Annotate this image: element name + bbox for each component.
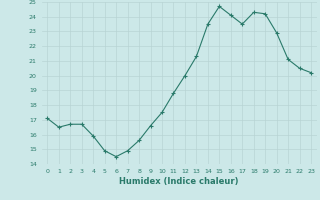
- X-axis label: Humidex (Indice chaleur): Humidex (Indice chaleur): [119, 177, 239, 186]
